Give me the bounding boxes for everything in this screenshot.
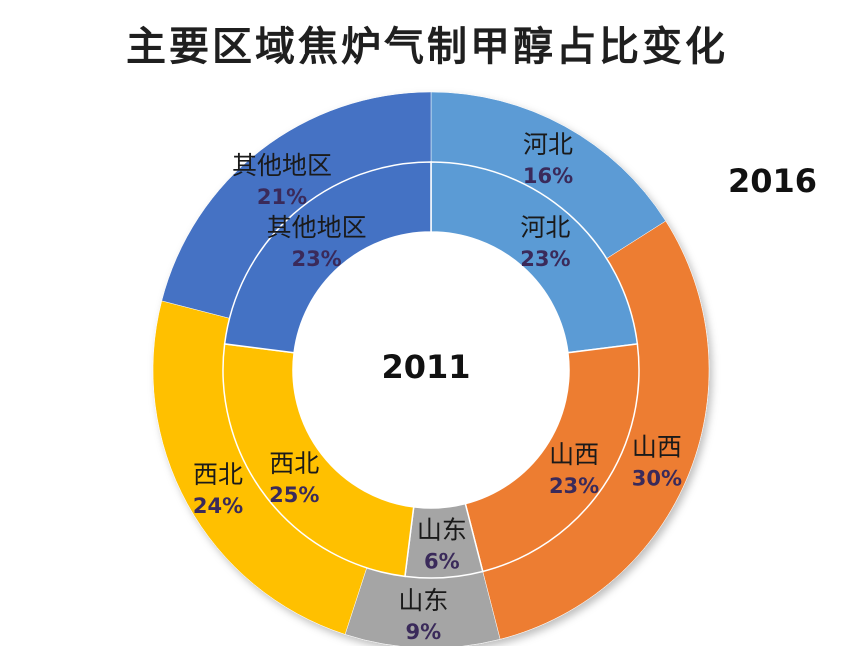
slice-2011-1	[464, 343, 640, 573]
slice-value-label-2016-3: 24%	[193, 494, 243, 518]
slice-value-label-2016-2: 9%	[406, 620, 442, 644]
slice-category-label-2011-0: 河北	[520, 213, 570, 242]
slice-category-label-2016-0: 河北	[523, 130, 573, 159]
slice-value-label-2016-0: 16%	[523, 164, 573, 188]
slice-category-label-2011-4: 其他地区	[267, 213, 367, 242]
slice-category-label-2016-1: 山西	[632, 432, 682, 461]
slice-value-label-2016-4: 21%	[257, 185, 307, 209]
slice-2011-0	[430, 161, 639, 354]
inner-ring-2011	[222, 161, 640, 579]
segment-labels: 河北 16% 山西 30% 山东 9% 西北 24% 其他地区 21% 河北 23% 山西 23% 山东 6%…	[193, 130, 682, 644]
slice-value-label-2011-2: 6%	[424, 550, 460, 574]
slice-value-label-2011-4: 23%	[291, 247, 341, 271]
slice-value-label-2011-0: 23%	[520, 247, 570, 271]
slice-value-label-2011-3: 25%	[269, 483, 319, 507]
slice-category-label-2011-1: 山西	[549, 440, 599, 469]
slice-category-label-2011-3: 西北	[269, 449, 319, 478]
slice-category-label-2016-4: 其他地区	[232, 151, 332, 180]
slice-category-label-2011-2: 山东	[417, 516, 467, 545]
slice-value-label-2011-1: 23%	[549, 474, 599, 498]
slice-2011-4	[223, 161, 432, 354]
slice-category-label-2016-2: 山东	[398, 586, 448, 615]
slice-value-label-2016-1: 30%	[632, 466, 682, 490]
outer-ring-year-label: 2016	[728, 162, 818, 200]
chart-title: 主要区域焦炉气制甲醇占比变化	[126, 24, 728, 70]
slice-category-label-2016-3: 西北	[193, 460, 243, 489]
inner-ring-year-label: 2011	[381, 348, 471, 386]
slice-2011-3	[222, 343, 415, 578]
